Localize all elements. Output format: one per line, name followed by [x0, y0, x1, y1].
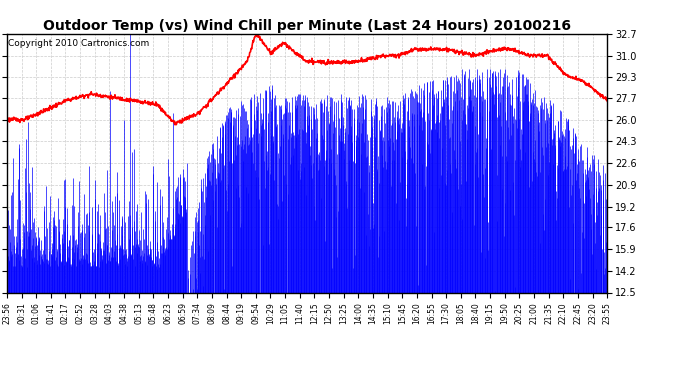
- Text: Copyright 2010 Cartronics.com: Copyright 2010 Cartronics.com: [8, 39, 149, 48]
- Title: Outdoor Temp (vs) Wind Chill per Minute (Last 24 Hours) 20100216: Outdoor Temp (vs) Wind Chill per Minute …: [43, 19, 571, 33]
